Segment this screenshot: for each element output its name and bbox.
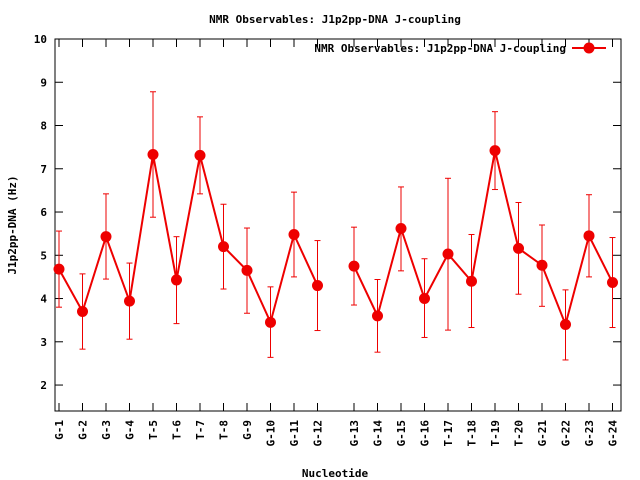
x-tick-label: G-2: [77, 420, 90, 440]
y-tick-label: 7: [40, 163, 47, 176]
series-points: [53, 145, 618, 330]
series-line: [58, 154, 319, 326]
x-tick-label: T-5: [147, 420, 160, 440]
data-point: [536, 259, 548, 271]
data-point: [265, 316, 276, 328]
x-tick-label: G-4: [124, 420, 137, 440]
data-point: [147, 148, 159, 160]
data-point: [241, 264, 253, 276]
data-point: [124, 295, 135, 307]
data-point: [513, 242, 524, 254]
x-axis: G-1 G-2 G-3 G-4 T-5 T-6 T-7 T-8 G-9 G-10 G-11 G-12 G…: [53, 39, 620, 447]
data-point: [419, 293, 430, 305]
x-tick-label: T-19: [489, 420, 502, 447]
data-point: [560, 318, 571, 330]
x-tick-label: T-8: [218, 420, 231, 440]
data-point: [607, 277, 618, 289]
legend-marker-sample: [583, 42, 595, 54]
x-tick-label: T-17: [442, 420, 455, 447]
x-tick-label: G-15: [395, 420, 408, 447]
data-point: [442, 248, 454, 260]
data-point: [372, 310, 383, 322]
x-tick-label: G-22: [560, 420, 573, 447]
y-axis: 2 3 4 5 6 7 8 9 10: [34, 33, 621, 392]
series-line: [353, 150, 614, 328]
error-bars: [56, 91, 616, 361]
data-point: [100, 231, 112, 243]
x-tick-label: T-20: [513, 420, 526, 447]
legend: NMR Observables: J1p2pp-DNA J-coupling: [314, 42, 606, 55]
x-axis-label: Nucleotide: [302, 467, 369, 480]
x-tick-label: G-21: [536, 420, 549, 447]
x-tick-label: G-11: [288, 420, 301, 447]
data-point: [348, 260, 360, 272]
x-tick-label: G-10: [265, 420, 278, 447]
x-tick-label: G-1: [53, 420, 66, 440]
x-tick-label: T-6: [171, 420, 184, 440]
x-tick-label: G-3: [100, 420, 113, 440]
y-tick-label: 3: [40, 336, 47, 349]
x-tick-label: T-7: [194, 420, 207, 440]
data-point: [489, 145, 501, 157]
legend-label: NMR Observables: J1p2pp-DNA J-coupling: [314, 42, 566, 55]
data-point: [171, 274, 182, 286]
y-tick-label: 8: [40, 120, 47, 133]
x-tick-label: G-12: [312, 420, 325, 447]
x-tick-label: G-14: [372, 420, 385, 447]
x-tick-label: G-24: [607, 420, 620, 447]
y-axis-label: J1p2pp-DNA (Hz): [6, 175, 19, 274]
x-tick-label: G-23: [583, 420, 596, 447]
data-point: [288, 229, 300, 241]
data-point: [395, 222, 407, 234]
data-point: [218, 241, 229, 253]
data-point: [194, 149, 206, 161]
y-tick-label: 2: [40, 379, 47, 392]
y-tick-label: 5: [40, 249, 47, 262]
plot-frame: [54, 38, 622, 412]
data-point: [53, 263, 65, 275]
x-tick-label: G-13: [348, 420, 361, 447]
x-tick-label: T-18: [466, 420, 479, 447]
y-tick-label: 4: [40, 293, 47, 306]
data-point: [583, 230, 595, 242]
y-tick-label: 9: [40, 76, 47, 89]
chart-title: NMR Observables: J1p2pp-DNA J-coupling: [209, 13, 461, 26]
x-tick-label: G-16: [419, 420, 432, 447]
y-tick-label: 6: [40, 206, 47, 219]
data-point: [466, 275, 477, 287]
data-point: [312, 280, 323, 292]
series-lines: [58, 150, 614, 328]
data-point: [77, 306, 88, 318]
y-tick-label: 10: [34, 33, 47, 46]
x-tick-label: G-9: [241, 420, 254, 440]
